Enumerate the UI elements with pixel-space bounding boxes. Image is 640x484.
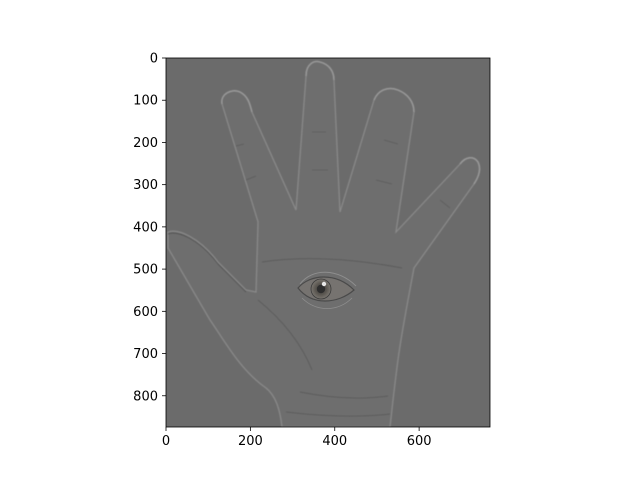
x-tick-label: 200 — [238, 434, 263, 449]
image-content — [167, 60, 481, 427]
hand-silhouette — [167, 60, 481, 427]
y-tick-label: 600 — [133, 305, 158, 320]
x-tick-label: 600 — [407, 434, 432, 449]
y-tick-label: 800 — [133, 389, 158, 404]
x-axis: 0 200 400 600 — [162, 427, 432, 449]
y-tick-label: 200 — [133, 136, 158, 151]
y-tick-label: 700 — [133, 347, 158, 362]
y-tick-label: 0 — [150, 52, 158, 67]
y-tick-label: 300 — [133, 178, 158, 193]
y-axis: 0 100 200 300 400 500 600 700 800 — [133, 52, 166, 404]
x-tick-label: 400 — [322, 434, 347, 449]
y-tick-label: 500 — [133, 263, 158, 278]
y-tick-label: 400 — [133, 220, 158, 235]
x-tick-label: 0 — [162, 434, 170, 449]
y-tick-label: 100 — [133, 94, 158, 109]
plot-frame — [165, 57, 491, 428]
eye — [297, 271, 357, 309]
